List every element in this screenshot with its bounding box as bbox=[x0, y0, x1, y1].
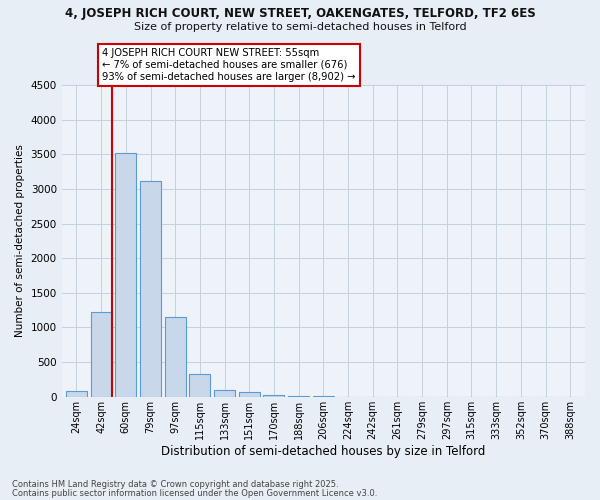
Bar bbox=[190, 374, 211, 397]
Bar bbox=[263, 394, 284, 397]
Bar bbox=[239, 392, 260, 397]
Text: Contains HM Land Registry data © Crown copyright and database right 2025.: Contains HM Land Registry data © Crown c… bbox=[12, 480, 338, 489]
Bar bbox=[91, 312, 112, 397]
Text: Contains public sector information licensed under the Open Government Licence v3: Contains public sector information licen… bbox=[12, 489, 377, 498]
Bar bbox=[140, 182, 161, 397]
Bar bbox=[115, 153, 136, 397]
Bar bbox=[214, 390, 235, 397]
Text: Size of property relative to semi-detached houses in Telford: Size of property relative to semi-detach… bbox=[134, 22, 466, 32]
Bar bbox=[288, 396, 309, 397]
Text: 4 JOSEPH RICH COURT NEW STREET: 55sqm
← 7% of semi-detached houses are smaller (: 4 JOSEPH RICH COURT NEW STREET: 55sqm ← … bbox=[103, 48, 356, 82]
Y-axis label: Number of semi-detached properties: Number of semi-detached properties bbox=[15, 144, 25, 338]
Bar bbox=[165, 318, 186, 397]
Text: 4, JOSEPH RICH COURT, NEW STREET, OAKENGATES, TELFORD, TF2 6ES: 4, JOSEPH RICH COURT, NEW STREET, OAKENG… bbox=[65, 8, 535, 20]
X-axis label: Distribution of semi-detached houses by size in Telford: Distribution of semi-detached houses by … bbox=[161, 444, 485, 458]
Bar bbox=[66, 391, 87, 397]
